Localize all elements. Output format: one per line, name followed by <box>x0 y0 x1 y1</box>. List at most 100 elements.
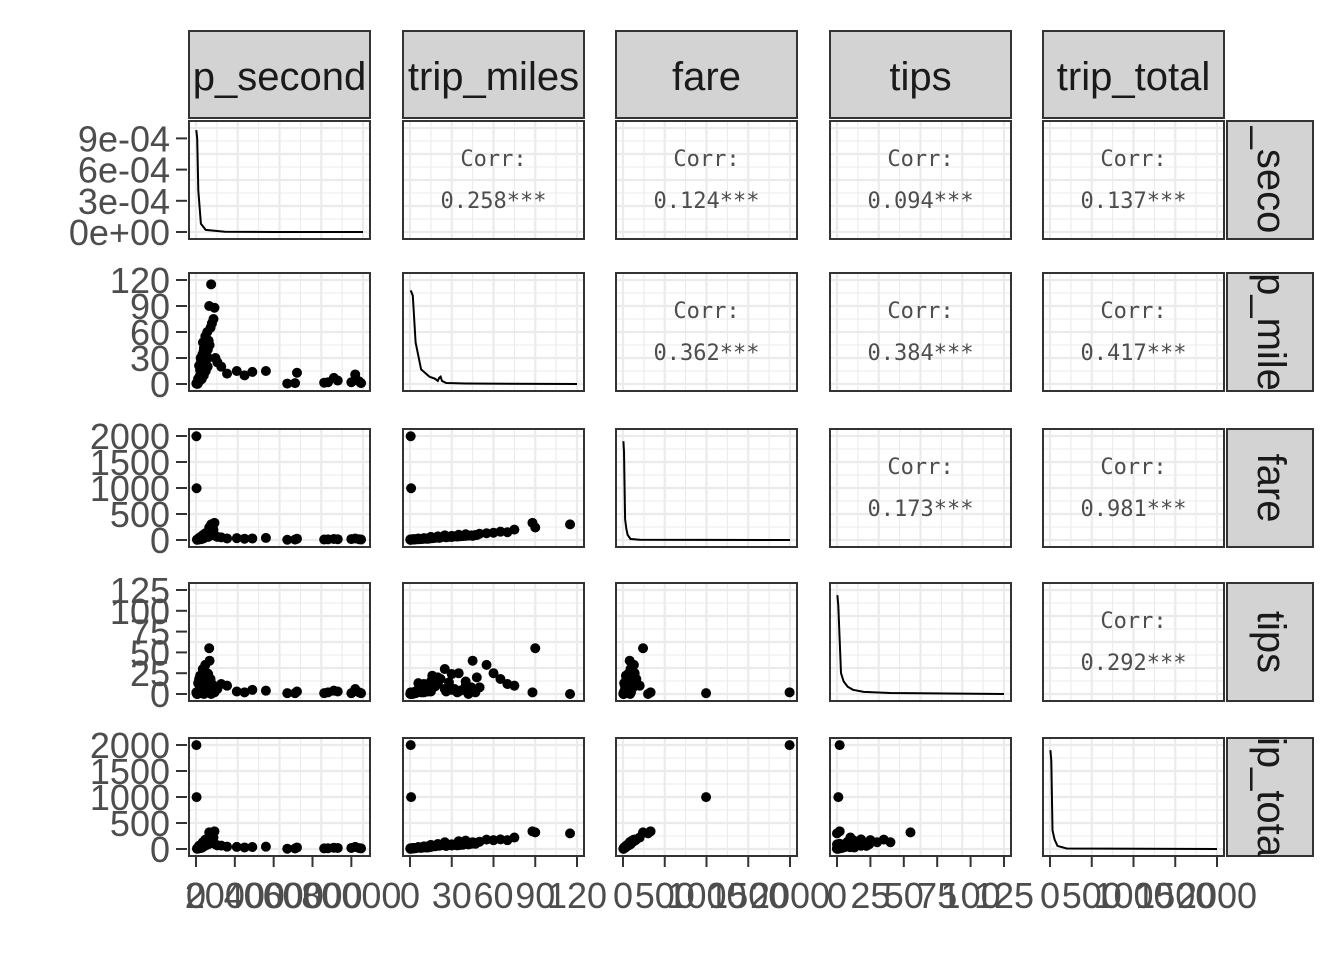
scatter-point-trip_seconds-vs-tips <box>222 680 233 691</box>
correlation-label: Corr: <box>460 147 526 172</box>
panel-3-1 <box>403 583 584 701</box>
x-axis-tick-label: 2000 <box>750 875 830 916</box>
panel-4-0 <box>189 738 370 856</box>
strip-top-background <box>188 30 371 119</box>
scatter-point-tips-vs-trip_total <box>834 740 845 751</box>
scatter-point-trip_seconds-vs-trip_miles <box>239 370 250 381</box>
scatter-point-trip_seconds-vs-trip_miles <box>199 340 210 351</box>
density-curve-fare <box>622 441 791 541</box>
x-axis-tick-label: 60 <box>473 875 513 916</box>
scatter-point-fare-vs-trip_total <box>645 826 656 837</box>
y-axis-tick-label: 0 <box>150 520 170 561</box>
scatter-point-trip_miles-vs-fare <box>565 519 576 530</box>
scatter-point-trip_seconds-vs-trip_total <box>222 841 233 852</box>
density-curve-trip_miles <box>409 290 578 385</box>
correlation-label: Corr: <box>1100 455 1166 480</box>
scatter-point-trip_seconds-vs-fare <box>260 532 271 543</box>
strip-right-background <box>1226 582 1314 702</box>
y-axis-tick-label: 1000 <box>90 777 170 818</box>
scatter-point-trip_miles-vs-fare <box>509 524 520 535</box>
scatter-point-trip_miles-vs-fare <box>406 483 417 494</box>
scatter-point-fare-vs-tips <box>628 659 639 670</box>
scatter-point-trip_seconds-vs-tips <box>197 672 208 683</box>
scatter-point-trip_seconds-vs-fare <box>191 431 202 442</box>
scatter-point-tips-vs-trip_total <box>842 838 853 849</box>
scatter-point-trip_miles-vs-tips <box>495 674 506 685</box>
scatter-point-tips-vs-trip_total <box>834 826 845 837</box>
strip-top-label: tips <box>889 55 951 99</box>
strip-right-text-group: p_mile <box>1249 273 1293 391</box>
strip-right-text-group: tips <box>1249 611 1293 673</box>
y-axis-tick-label: 90 <box>130 286 170 327</box>
scatter-point-trip_miles-vs-trip_total <box>427 840 438 851</box>
strip-top-label: trip_miles <box>408 55 579 99</box>
scatter-point-trip_miles-vs-fare <box>446 531 457 542</box>
y-axis-tick-label: 60 <box>130 312 170 353</box>
scatter-point-trip_miles-vs-tips <box>439 664 450 675</box>
panel-3-0 <box>189 583 370 701</box>
correlation-label: Corr: <box>887 455 953 480</box>
scatter-point-trip_miles-vs-fare <box>405 431 416 442</box>
panel-border <box>402 737 585 857</box>
scatter-point-trip_miles-vs-tips <box>466 682 477 693</box>
x-axis-tick-label: 120 <box>547 875 607 916</box>
correlation-label: Corr: <box>1100 609 1166 634</box>
scatter-point-trip_seconds-vs-tips <box>231 686 242 697</box>
x-axis-tick-label: 0 <box>1040 875 1060 916</box>
correlation-label: Corr: <box>673 147 739 172</box>
panel-border <box>402 272 585 392</box>
y-axis-tick-label: 0e+00 <box>69 212 170 253</box>
y-axis-tick-label: 1500 <box>90 442 170 483</box>
correlation-label: Corr: <box>673 299 739 324</box>
x-axis-tick-label: 90 <box>515 875 555 916</box>
scatter-point-trip_miles-vs-tips <box>467 655 478 666</box>
scatter-point-trip_seconds-vs-fare <box>209 517 220 528</box>
panel-4-1 <box>403 738 584 856</box>
x-axis-tick-label: 0 <box>613 875 633 916</box>
scatter-point-trip_miles-vs-tips <box>488 668 499 679</box>
scatter-point-fare-vs-trip_total <box>701 792 712 803</box>
strip-right-1: p_mile <box>1226 272 1314 392</box>
scatter-point-trip_seconds-vs-fare <box>191 483 202 494</box>
scatter-point-trip_miles-vs-tips <box>527 687 538 698</box>
strip-right-text-group: ip_tota <box>1249 738 1293 856</box>
panel-border <box>829 272 1012 392</box>
x-axis-tick-label: 80000 <box>301 875 401 916</box>
x-axis-tick-label: 50 <box>884 875 924 916</box>
panel-1-4 <box>1043 273 1224 391</box>
scatter-point-trip_seconds-vs-tips <box>332 686 343 697</box>
scatter-point-trip_miles-vs-fare <box>466 530 477 541</box>
y-axis-tick-label: 25 <box>130 653 170 694</box>
strip-top-2: fare <box>615 30 798 119</box>
scatter-point-trip_seconds-vs-trip_total <box>239 842 250 853</box>
correlation-label: Corr: <box>887 147 953 172</box>
y-axis-tick-label: 1000 <box>90 468 170 509</box>
scatter-point-fare-vs-tips <box>645 687 656 698</box>
y-axis-tick-label: 125 <box>110 570 170 611</box>
strip-top-background <box>1042 30 1225 119</box>
y-axis-tick-label: 2000 <box>90 725 170 766</box>
strip-right-text-group: fare <box>1249 454 1293 523</box>
panel-2-1 <box>403 429 584 547</box>
scatter-point-trip_seconds-vs-fare <box>291 533 302 544</box>
x-axis-tick-label: 1500 <box>708 875 788 916</box>
strip-right-text-group: _seco <box>1249 126 1293 234</box>
y-axis-tick-label: 120 <box>110 260 170 301</box>
x-axis-tick-label: 125 <box>974 875 1034 916</box>
scatter-point-trip_seconds-vs-trip_miles <box>208 314 219 324</box>
strip-top-3: tips <box>829 30 1012 119</box>
panel-1-2 <box>616 273 797 391</box>
scatter-point-trip_seconds-vs-tips <box>200 659 211 670</box>
scatter-point-trip_seconds-vs-trip_total <box>260 841 271 852</box>
scatter-point-fare-vs-tips <box>701 688 712 699</box>
y-axis-tick-label: 0 <box>150 829 170 870</box>
scatter-point-trip_seconds-vs-fare <box>231 533 242 544</box>
scatter-point-trip_seconds-vs-tips <box>291 686 302 697</box>
panel-2-3 <box>830 429 1011 547</box>
strip-top-0: p_second <box>188 30 371 119</box>
scatter-point-trip_seconds-vs-tips <box>356 688 367 699</box>
panel-border <box>615 428 798 548</box>
scatter-point-trip_miles-vs-trip_total <box>466 838 477 849</box>
panel-border <box>402 120 585 240</box>
